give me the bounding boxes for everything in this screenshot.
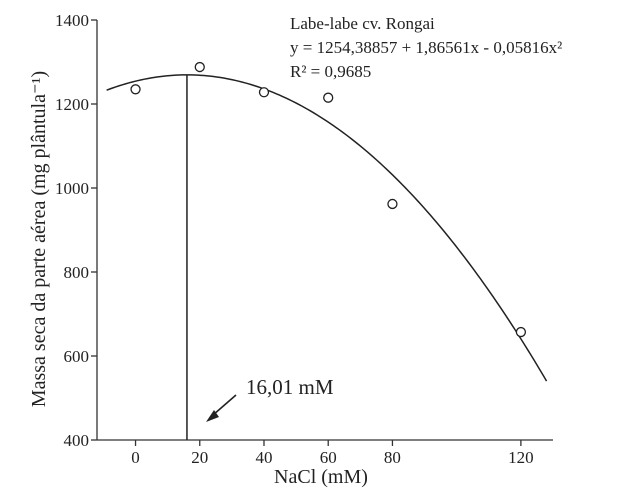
fit-r2: R² = 0,9685 xyxy=(290,62,371,81)
data-point xyxy=(258,87,270,98)
ticks xyxy=(91,19,522,446)
data-point xyxy=(323,92,334,103)
arrow-shaft xyxy=(212,394,237,416)
fit-equation: y = 1254,38857 + 1,86561x - 0,05816x² xyxy=(290,38,562,57)
data-points xyxy=(130,61,527,338)
x-axis-title: NaCl (mM) xyxy=(274,466,368,488)
x-tick-label: 120 xyxy=(508,448,534,467)
y-axis-title: Massa seca da parte aérea (mg plântula⁻¹… xyxy=(28,71,50,407)
arrow-head xyxy=(206,410,219,422)
axes xyxy=(96,20,553,441)
y-tick-label: 1200 xyxy=(55,95,89,114)
x-tick-label: 20 xyxy=(191,448,208,467)
optimum-arrow xyxy=(206,394,237,422)
data-point xyxy=(130,84,141,95)
series-name: Labe-labe cv. Rongai xyxy=(290,14,435,33)
y-tick-label: 1400 xyxy=(55,11,89,30)
x-tick-label: 0 xyxy=(131,448,140,467)
tick-labels: 400 600 800 1000 1200 1400 0 20 40 60 80 120 xyxy=(55,11,534,467)
y-tick-label: 1000 xyxy=(55,179,89,198)
fit-curve xyxy=(106,74,548,382)
x-tick-label: 80 xyxy=(384,448,401,467)
data-point xyxy=(515,326,527,338)
data-point xyxy=(194,61,205,73)
x-tick-label: 40 xyxy=(255,448,272,467)
x-tick-label: 60 xyxy=(320,448,337,467)
y-tick-label: 600 xyxy=(64,347,90,366)
optimum-label: 16,01 mM xyxy=(246,375,334,399)
y-tick-label: 400 xyxy=(64,431,90,450)
y-tick-label: 800 xyxy=(64,263,90,282)
data-point xyxy=(387,198,398,210)
